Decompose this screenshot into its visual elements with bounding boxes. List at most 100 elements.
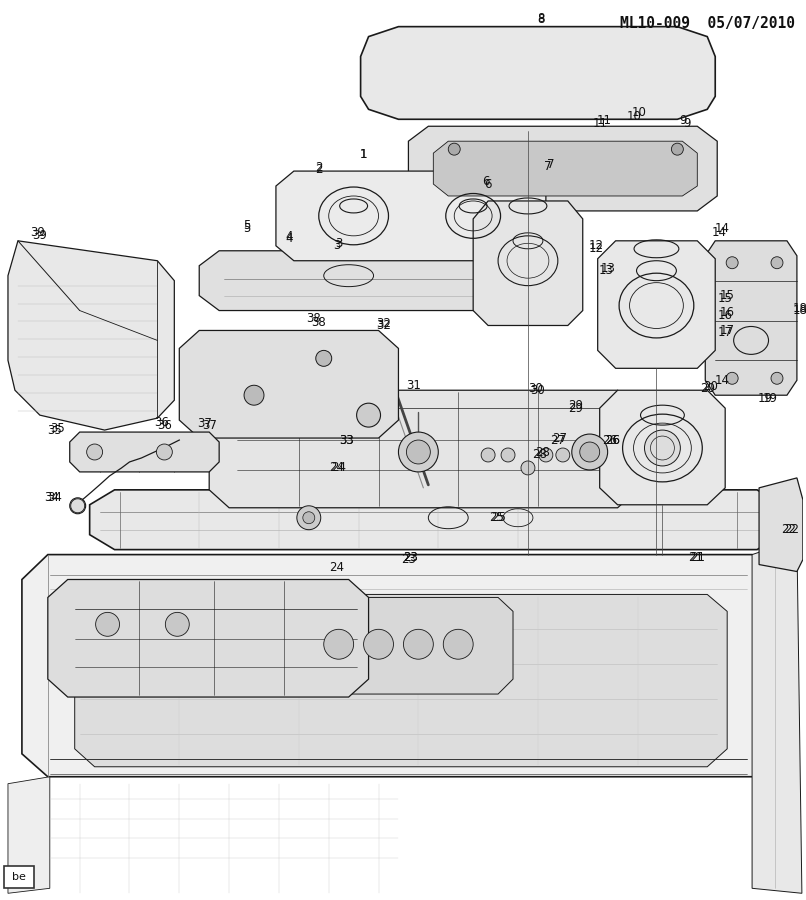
Circle shape [501,448,515,462]
Circle shape [165,612,189,636]
Circle shape [671,143,683,155]
Text: 32: 32 [376,319,391,332]
Text: 13: 13 [598,265,613,277]
Circle shape [580,442,600,462]
Text: 26: 26 [602,434,617,446]
Text: 27: 27 [550,434,565,446]
Text: 18: 18 [792,302,806,315]
Circle shape [70,498,85,514]
Text: 2: 2 [315,163,322,176]
Text: 27: 27 [552,431,567,445]
Polygon shape [48,580,368,697]
Circle shape [303,512,315,524]
Text: 39: 39 [31,226,45,239]
Text: 2: 2 [315,160,322,174]
Text: 8: 8 [538,13,545,25]
Polygon shape [473,201,583,326]
Text: 24: 24 [331,462,347,474]
Text: 15: 15 [720,289,734,302]
Text: 12: 12 [588,242,603,256]
Text: 1: 1 [359,148,368,160]
Text: 14: 14 [712,226,727,239]
Text: 38: 38 [306,312,321,325]
Text: 11: 11 [593,117,609,130]
Text: 29: 29 [568,401,584,415]
Text: 20: 20 [703,380,717,392]
Circle shape [771,256,783,269]
Text: 18: 18 [792,304,806,317]
Polygon shape [70,432,219,472]
Polygon shape [434,141,697,196]
Polygon shape [759,478,803,572]
Text: 37: 37 [197,417,212,429]
Text: 33: 33 [339,434,354,446]
Polygon shape [8,241,174,430]
Polygon shape [284,598,513,694]
Circle shape [398,432,438,472]
Text: 35: 35 [51,421,65,435]
Text: 28: 28 [535,446,550,460]
Circle shape [96,612,119,636]
Text: 28: 28 [533,448,547,462]
Text: 3: 3 [335,238,343,250]
Polygon shape [752,540,802,894]
Circle shape [521,461,535,475]
Text: 10: 10 [627,110,642,122]
Text: 5: 5 [243,220,251,232]
Text: 24: 24 [329,462,344,474]
Text: 30: 30 [530,383,546,397]
Circle shape [297,506,321,530]
Circle shape [539,448,553,462]
Text: 10: 10 [632,106,647,119]
Text: 17: 17 [720,324,735,337]
Text: 30: 30 [529,382,543,395]
Text: 9: 9 [683,117,691,130]
Text: 19: 19 [762,392,778,405]
Polygon shape [89,490,782,550]
Circle shape [726,256,738,269]
Text: 39: 39 [32,230,48,242]
Text: 12: 12 [588,239,603,252]
Text: 34: 34 [48,491,62,504]
Text: 3: 3 [333,239,340,252]
Text: 24: 24 [329,561,344,574]
Text: 23: 23 [403,551,418,564]
Polygon shape [199,251,538,310]
Text: 7: 7 [547,158,555,171]
Polygon shape [600,391,725,505]
Circle shape [316,350,332,366]
Circle shape [443,629,473,659]
Polygon shape [22,554,782,777]
Circle shape [481,448,495,462]
Text: 21: 21 [690,551,704,564]
FancyBboxPatch shape [4,867,34,888]
Circle shape [645,430,680,466]
Text: 11: 11 [597,113,612,127]
Text: 25: 25 [488,511,504,524]
Text: 13: 13 [600,262,615,275]
Text: 16: 16 [720,306,735,319]
Polygon shape [179,330,398,438]
Circle shape [404,629,434,659]
Text: 4: 4 [285,232,293,246]
Circle shape [556,448,570,462]
Text: 37: 37 [202,418,217,432]
Circle shape [364,629,393,659]
Text: 17: 17 [717,326,733,339]
Text: 35: 35 [48,424,62,436]
Text: 4: 4 [285,230,293,243]
Circle shape [324,629,354,659]
Text: 16: 16 [717,309,733,322]
Text: 22: 22 [782,523,796,536]
Text: 33: 33 [339,434,354,446]
Text: 19: 19 [758,392,772,405]
Text: 23: 23 [401,554,416,566]
Text: 14: 14 [715,374,729,387]
Circle shape [156,444,172,460]
Circle shape [726,373,738,384]
Circle shape [571,434,608,470]
Polygon shape [360,27,715,120]
Circle shape [87,444,102,460]
Circle shape [356,403,380,427]
Text: 8: 8 [538,14,545,26]
